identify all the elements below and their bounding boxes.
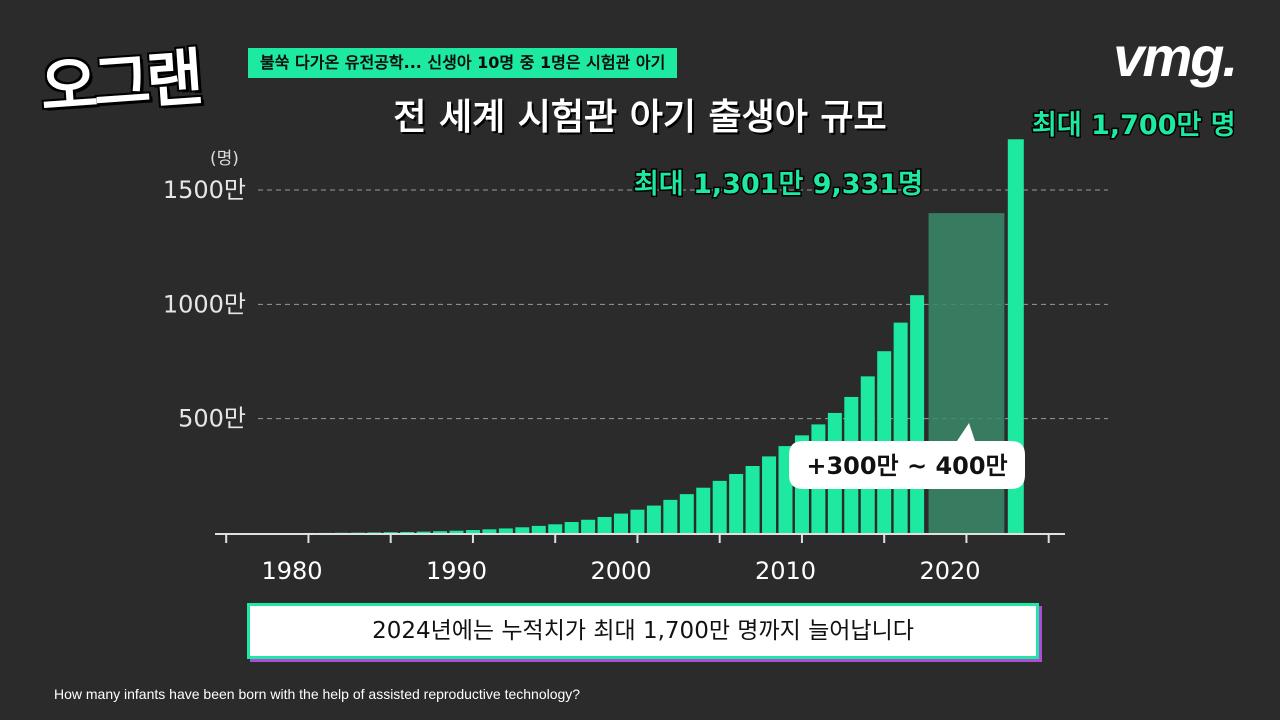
bar-2007 xyxy=(729,474,744,533)
y-tick-label: 1000만 xyxy=(163,290,246,318)
callout-bubble xyxy=(789,423,1025,489)
x-tick-label: 2010 xyxy=(755,557,816,585)
bar-1990 xyxy=(449,530,464,533)
english-subtitle: How many infants have been born with the… xyxy=(54,686,581,702)
bar-1995 xyxy=(531,525,546,533)
x-tick-label: 1980 xyxy=(261,557,322,585)
bar-2000 xyxy=(614,513,628,533)
bar-1993 xyxy=(498,528,513,533)
forecast-bar-2024 xyxy=(1007,139,1024,533)
bar-1998 xyxy=(581,519,596,533)
bar-2002 xyxy=(646,505,661,533)
bar-2008 xyxy=(745,466,760,533)
bar-1987 xyxy=(400,531,415,533)
bar-2009 xyxy=(762,456,777,533)
bar-2017 xyxy=(893,322,908,533)
bar-1992 xyxy=(482,529,497,533)
y-tick-label: 500만 xyxy=(178,405,246,433)
bar-1991 xyxy=(465,530,480,533)
bar-2005 xyxy=(696,487,711,533)
x-tick-label: 2020 xyxy=(919,557,980,585)
bar-1988 xyxy=(416,531,431,533)
bar-1994 xyxy=(515,527,530,533)
bar-1996 xyxy=(548,524,563,533)
bar-2003 xyxy=(663,499,678,533)
x-tick-label: 1990 xyxy=(426,557,487,585)
annotation-max-2024: 최대 1,700만 명 xyxy=(1032,110,1236,141)
bar-2001 xyxy=(630,509,645,533)
callout-label: +300만 ~ 400만 xyxy=(806,452,1007,480)
bar-2004 xyxy=(679,494,694,533)
bar-1989 xyxy=(433,531,448,533)
y-tick-label: 1500만 xyxy=(163,176,246,204)
brand-logo: vmg. xyxy=(1113,25,1238,88)
y-axis-unit-label: (명) xyxy=(210,149,239,169)
annotation-max-2018: 최대 1,301만 9,331명 xyxy=(634,169,923,200)
chart-title: 전 세계 시험관 아기 출생아 규모 xyxy=(393,97,887,138)
bar-2006 xyxy=(712,480,727,533)
bar-1985 xyxy=(367,532,382,533)
bar-1986 xyxy=(383,532,398,533)
headline-tag: 불쑥 다가온 유전공학... 신생아 10명 중 1명은 시험관 아기 xyxy=(248,48,678,78)
bar-2018 xyxy=(910,295,925,533)
bar-1999 xyxy=(597,516,612,533)
bar-1997 xyxy=(564,522,579,533)
x-tick-label: 2000 xyxy=(590,557,651,585)
subtitle-caption: 2024년에는 누적치가 최대 1,700만 명까지 늘어납니다 xyxy=(250,606,1036,656)
